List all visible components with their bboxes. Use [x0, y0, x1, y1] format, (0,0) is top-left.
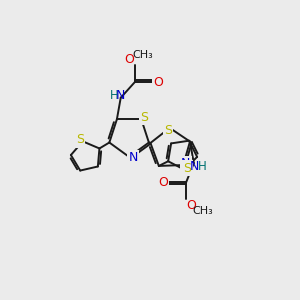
- Text: O: O: [124, 53, 134, 66]
- Text: S: S: [164, 124, 172, 137]
- Text: S: S: [183, 162, 191, 175]
- Text: N: N: [128, 151, 138, 164]
- Text: O: O: [153, 76, 163, 89]
- Text: H: H: [110, 89, 119, 102]
- Text: CH₃: CH₃: [193, 206, 213, 216]
- Text: S: S: [140, 111, 148, 124]
- Text: N: N: [181, 157, 190, 170]
- Text: N: N: [190, 160, 199, 173]
- Text: O: O: [187, 199, 196, 212]
- Text: S: S: [76, 133, 84, 146]
- Text: O: O: [158, 176, 168, 189]
- Text: CH₃: CH₃: [132, 50, 153, 60]
- Text: N: N: [115, 89, 125, 102]
- Text: H: H: [198, 160, 207, 173]
